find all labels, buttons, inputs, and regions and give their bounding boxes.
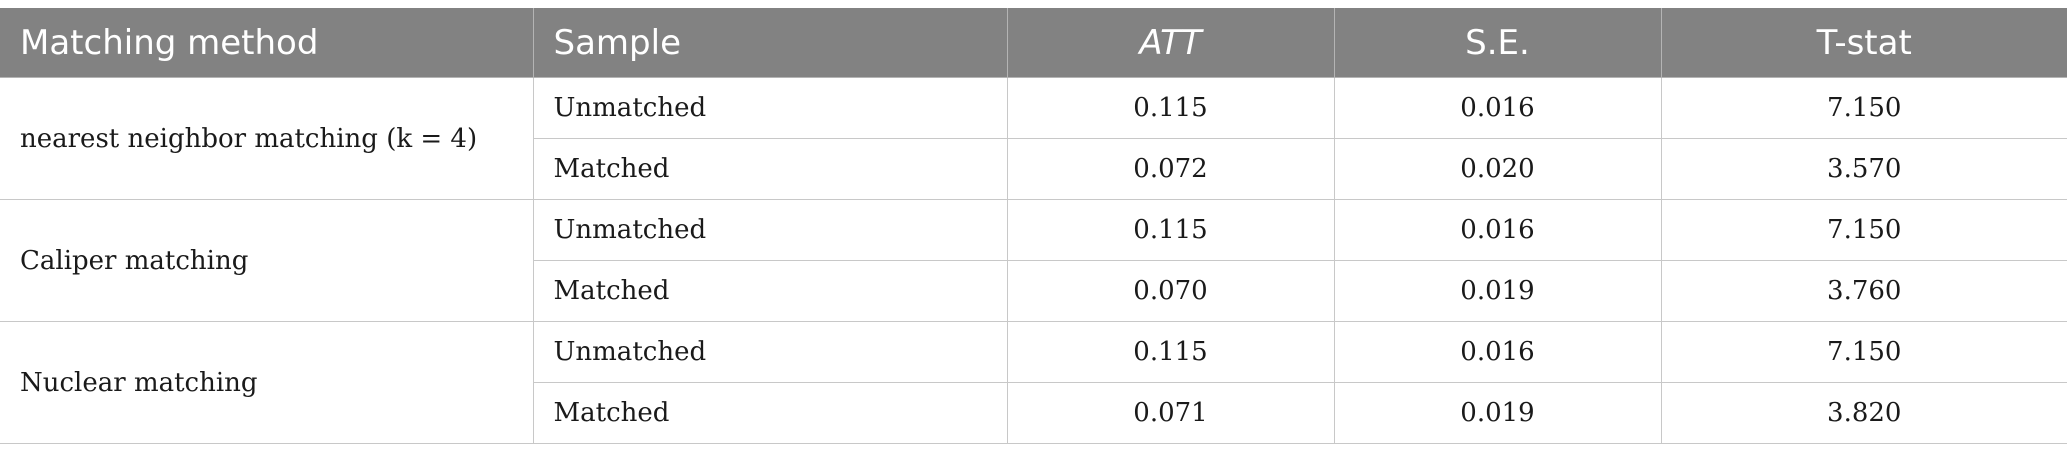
att-cell: 0.072 <box>1006 138 1335 200</box>
sample-cell: Unmatched <box>532 321 1008 383</box>
results-table-container: Matching method Sample ATT S.E. T-stat n… <box>0 8 2067 444</box>
tstat-cell: 7.150 <box>1660 77 2067 139</box>
att-cell: 0.115 <box>1006 199 1335 261</box>
table-row: Matched 0.072 0.020 3.570 <box>0 138 2067 200</box>
se-cell: 0.016 <box>1333 199 1662 261</box>
tstat-cell: 3.760 <box>1660 260 2067 322</box>
method-cell: Nuclear matching <box>0 321 534 444</box>
tstat-cell: 7.150 <box>1660 321 2067 383</box>
header-tstat: T-stat <box>1661 8 2067 78</box>
header-se: S.E. <box>1334 8 1662 78</box>
att-cell: 0.071 <box>1006 382 1335 444</box>
method-cell: nearest neighbor matching (k = 4) <box>0 77 534 200</box>
sample-cell: Matched <box>533 382 1008 444</box>
sample-cell: Unmatched <box>532 199 1008 261</box>
att-cell: 0.070 <box>1006 260 1335 322</box>
table-row: Caliper matching Unmatched 0.115 0.016 7… <box>0 199 2067 322</box>
att-cell: 0.115 <box>1006 321 1335 383</box>
tstat-cell: 7.150 <box>1660 199 2067 261</box>
att-cell: 0.115 <box>1006 77 1335 139</box>
table-row: Matched 0.071 0.019 3.820 <box>0 382 2067 444</box>
sample-cell: Matched <box>533 138 1008 200</box>
table-header: Matching method Sample ATT S.E. T-stat <box>0 8 2067 78</box>
se-cell: 0.016 <box>1333 77 1662 139</box>
header-matching-method: Matching method <box>0 8 534 78</box>
method-cell: Caliper matching <box>0 199 534 322</box>
tstat-cell: 3.570 <box>1660 138 2067 200</box>
matching-results-table: Matching method Sample ATT S.E. T-stat n… <box>0 8 2067 444</box>
table-row: Nuclear matching Unmatched 0.115 0.016 7… <box>0 321 2067 444</box>
table-body: nearest neighbor matching (k = 4) Unmatc… <box>0 77 2067 444</box>
table-row: Matched 0.070 0.019 3.760 <box>0 260 2067 322</box>
se-cell: 0.019 <box>1333 382 1662 444</box>
header-row: Matching method Sample ATT S.E. T-stat <box>0 8 2067 78</box>
header-sample: Sample <box>533 8 1008 78</box>
table-row: nearest neighbor matching (k = 4) Unmatc… <box>0 77 2067 200</box>
se-cell: 0.016 <box>1333 321 1662 383</box>
tstat-cell: 3.820 <box>1660 382 2067 444</box>
se-cell: 0.019 <box>1333 260 1662 322</box>
se-cell: 0.020 <box>1333 138 1662 200</box>
sample-cell: Unmatched <box>532 77 1008 139</box>
sample-cell: Matched <box>533 260 1008 322</box>
header-att: ATT <box>1007 8 1335 78</box>
